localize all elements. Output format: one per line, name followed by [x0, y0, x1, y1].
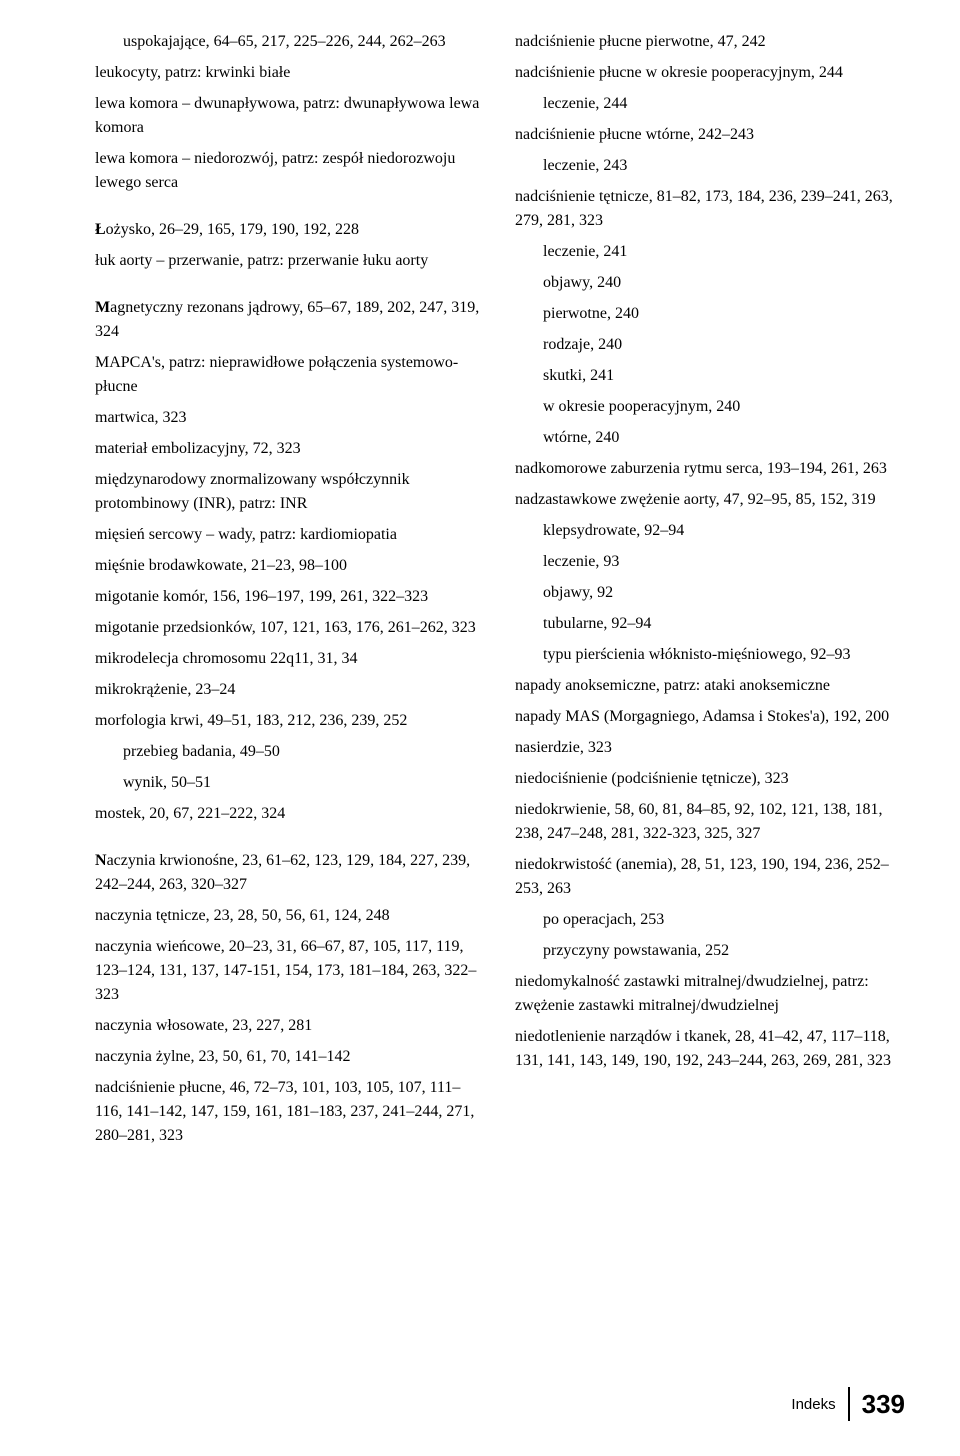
- index-entry: martwica, 323: [95, 406, 485, 430]
- index-entry: niedotlenienie narządów i tkanek, 28, 41…: [515, 1025, 905, 1073]
- index-entry: leczenie, 243: [543, 154, 905, 178]
- index-entry: nadkomorowe zaburzenia rytmu serca, 193–…: [515, 457, 905, 481]
- index-entry: nadciśnienie płucne wtórne, 242–243: [515, 123, 905, 147]
- index-entry: naczynia tętnicze, 23, 28, 50, 56, 61, 1…: [95, 904, 485, 928]
- index-entry: rodzaje, 240: [543, 333, 905, 357]
- index-entry: lewa komora – niedorozwój, patrz: zespół…: [95, 147, 485, 195]
- index-entry: niedociśnienie (podciśnienie tętnicze), …: [515, 767, 905, 791]
- index-entry: przyczyny powstawania, 252: [543, 939, 905, 963]
- index-entry: tubularne, 92–94: [543, 612, 905, 636]
- index-entry: naczynia wieńcowe, 20–23, 31, 66–67, 87,…: [95, 935, 485, 1007]
- section-lead-letter: N: [95, 852, 107, 869]
- index-entry: przebieg badania, 49–50: [123, 740, 485, 764]
- right-column: nadciśnienie płucne pierwotne, 47, 242 na…: [515, 30, 905, 1155]
- index-entry: typu pierścienia włóknisto-mięśniowego, …: [543, 643, 905, 667]
- index-entry: objawy, 92: [543, 581, 905, 605]
- section-lead-letter: M: [95, 299, 110, 316]
- index-entry: mostek, 20, 67, 221–222, 324: [95, 802, 485, 826]
- page-number: 339: [862, 1389, 905, 1420]
- index-entry: międzynarodowy znormalizowany współczynn…: [95, 468, 485, 516]
- index-entry: nadciśnienie płucne, 46, 72–73, 101, 103…: [95, 1076, 485, 1148]
- index-entry: klepsydrowate, 92–94: [543, 519, 905, 543]
- index-entry: leukocyty, patrz: krwinki białe: [95, 61, 485, 85]
- index-entry: wynik, 50–51: [123, 771, 485, 795]
- index-entry: materiał embolizacyjny, 72, 323: [95, 437, 485, 461]
- index-entry: wtórne, 240: [543, 426, 905, 450]
- index-entry: po operacjach, 253: [543, 908, 905, 932]
- index-entry: mikrokrążenie, 23–24: [95, 678, 485, 702]
- spacer: [95, 202, 485, 218]
- index-entry: nadciśnienie płucne w okresie pooperacyj…: [515, 61, 905, 85]
- index-entry: niedokrwistość (anemia), 28, 51, 123, 19…: [515, 853, 905, 901]
- index-entry: MAPCA's, patrz: nieprawidłowe połączenia…: [95, 351, 485, 399]
- index-entry: w okresie pooperacyjnym, 240: [543, 395, 905, 419]
- left-column: uspokajające, 64–65, 217, 225–226, 244, …: [95, 30, 485, 1155]
- index-entry: łuk aorty – przerwanie, patrz: przerwani…: [95, 249, 485, 273]
- page-footer: Indeks 339: [791, 1387, 905, 1421]
- spacer: [95, 833, 485, 849]
- index-entry: leczenie, 93: [543, 550, 905, 574]
- index-entry: mikrodelecja chromosomu 22q11, 31, 34: [95, 647, 485, 671]
- index-entry: nasierdzie, 323: [515, 736, 905, 760]
- index-entry: niedomykalność zastawki mitralnej/dwudzi…: [515, 970, 905, 1018]
- index-entry: nadciśnienie tętnicze, 81–82, 173, 184, …: [515, 185, 905, 233]
- index-entry: leczenie, 241: [543, 240, 905, 264]
- index-entry: mięsień sercowy – wady, patrz: kardiomio…: [95, 523, 485, 547]
- index-entry: Magnetyczny rezonans jądrowy, 65–67, 189…: [95, 296, 485, 344]
- index-entry: naczynia włosowate, 23, 227, 281: [95, 1014, 485, 1038]
- index-entry: napady anoksemiczne, patrz: ataki anokse…: [515, 674, 905, 698]
- index-entry: Łożysko, 26–29, 165, 179, 190, 192, 228: [95, 218, 485, 242]
- index-entry: lewa komora – dwunapływowa, patrz: dwuna…: [95, 92, 485, 140]
- index-entry: objawy, 240: [543, 271, 905, 295]
- index-entry: niedokrwienie, 58, 60, 81, 84–85, 92, 10…: [515, 798, 905, 846]
- index-entry: naczynia żylne, 23, 50, 61, 70, 141–142: [95, 1045, 485, 1069]
- index-entry-text: ożysko, 26–29, 165, 179, 190, 192, 228: [106, 221, 359, 238]
- index-entry-text: agnetyczny rezonans jądrowy, 65–67, 189,…: [95, 299, 479, 340]
- section-lead-letter: Ł: [95, 221, 106, 238]
- index-entry: migotanie komór, 156, 196–197, 199, 261,…: [95, 585, 485, 609]
- index-entry: leczenie, 244: [543, 92, 905, 116]
- index-entry: migotanie przedsionków, 107, 121, 163, 1…: [95, 616, 485, 640]
- index-entry: uspokajające, 64–65, 217, 225–226, 244, …: [123, 30, 485, 54]
- index-entry: skutki, 241: [543, 364, 905, 388]
- index-entry: morfologia krwi, 49–51, 183, 212, 236, 2…: [95, 709, 485, 733]
- index-entry-text: aczynia krwionośne, 23, 61–62, 123, 129,…: [95, 852, 470, 893]
- footer-divider: [848, 1387, 850, 1421]
- index-entry: nadciśnienie płucne pierwotne, 47, 242: [515, 30, 905, 54]
- index-columns: uspokajające, 64–65, 217, 225–226, 244, …: [95, 30, 905, 1155]
- footer-section-label: Indeks: [791, 1396, 835, 1413]
- index-entry: nadzastawkowe zwężenie aorty, 47, 92–95,…: [515, 488, 905, 512]
- index-entry: mięśnie brodawkowate, 21–23, 98–100: [95, 554, 485, 578]
- spacer: [95, 280, 485, 296]
- index-entry: pierwotne, 240: [543, 302, 905, 326]
- index-entry: napady MAS (Morgagniego, Adamsa i Stokes…: [515, 705, 905, 729]
- index-entry: Naczynia krwionośne, 23, 61–62, 123, 129…: [95, 849, 485, 897]
